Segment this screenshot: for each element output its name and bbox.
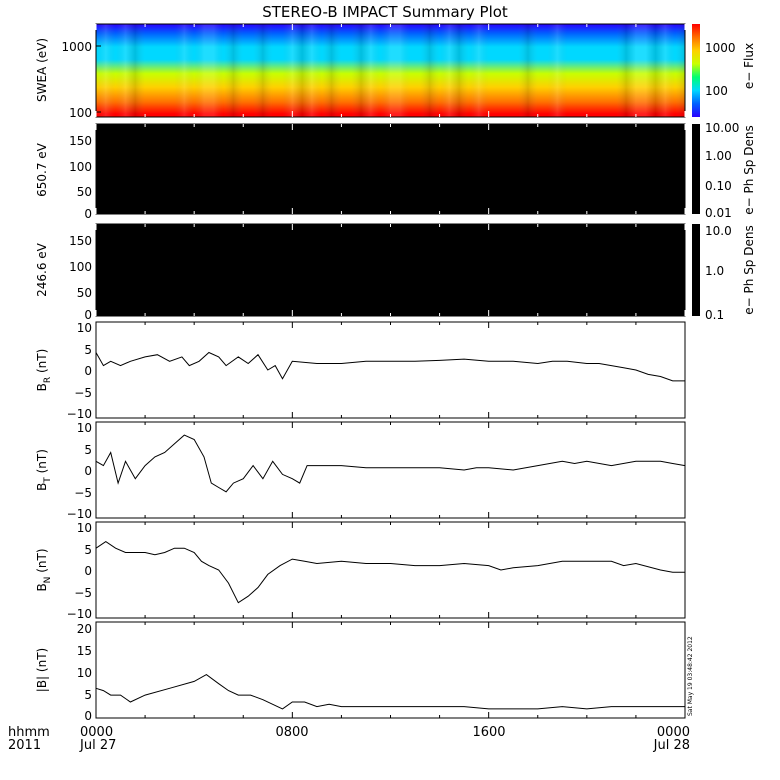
pad650-colorbar-label: e− Ph Sp Dens	[742, 125, 756, 214]
pad650-ytick-0: 0	[84, 207, 92, 221]
bt-line	[95, 434, 686, 493]
pad650-ytick-100: 100	[69, 160, 92, 174]
bt-ylabel: BT (nT)	[35, 449, 53, 491]
bt-ylabel-sub: T	[43, 477, 53, 484]
br-ytick-10: 10	[77, 321, 92, 335]
swea-texture	[96, 24, 685, 117]
br-ytick-0: 0	[84, 364, 92, 378]
time-axis-label-year: 2011	[8, 738, 41, 753]
flux-colorbar-tick-1000: 1000	[705, 41, 736, 55]
pad650-ytick-150: 150	[69, 134, 92, 148]
flux-colorbar-label: e− Flux	[742, 43, 756, 89]
br-ylabel: BR (nT)	[35, 349, 53, 392]
bt-yticks: 10 5 0 −5 −10	[67, 421, 92, 521]
flux-colorbar-tick-100: 100	[705, 84, 728, 98]
br-ylabel-main: B	[35, 383, 49, 391]
bt-ytick-m10: −10	[67, 507, 92, 521]
br-ytick-m10: −10	[67, 407, 92, 421]
bn-yticks: 10 5 0 −5 −10	[67, 521, 92, 621]
pad650-colorbar-tick-1: 1.00	[705, 149, 732, 163]
bmag-ylabel: |B| (nT)	[35, 648, 49, 692]
br-ytick-5: 5	[84, 343, 92, 357]
bn-ytick-0: 0	[84, 564, 92, 578]
bn-frame	[95, 521, 686, 619]
bt-ytick-m5: −5	[74, 486, 92, 500]
br-ytick-m5: −5	[74, 386, 92, 400]
bmag-ytick-15: 15	[77, 644, 92, 658]
plot-title: STEREO-B IMPACT Summary Plot	[262, 3, 508, 21]
time-axis-label-hhmm: hhmm	[8, 725, 50, 740]
bmag-line	[95, 674, 685, 710]
bmag-frame	[95, 621, 686, 719]
bt-ylabel-main: B	[35, 483, 49, 491]
time-tick-0800: 0800	[275, 725, 308, 740]
bt-panel: 10 5 0 −5 −10 BT (nT)	[35, 421, 686, 521]
pad246-panel: 150 100 50 0 246.6 eV 10.0 1.0 0.1 e− Ph…	[35, 223, 756, 322]
timestamp-label: Sat May 19 03:48:42 2012	[687, 636, 694, 716]
bt-ytick-0: 0	[84, 464, 92, 478]
time-tick-jul27: Jul 27	[79, 738, 116, 753]
pad650-colorbar	[692, 124, 700, 214]
pad246-colorbar-tick-10: 10.0	[705, 224, 732, 238]
bt-ylabel-unit: (nT)	[35, 449, 49, 477]
swea-ytick-1000: 1000	[61, 40, 92, 54]
swea-ylabel: SWEA (eV)	[35, 38, 49, 102]
bn-ylabel: BN (nT)	[35, 548, 53, 591]
time-tick-0000-end: 0000	[657, 725, 690, 740]
pad650-panel: 150 100 50 0 650.7 eV 10.00 1.00 0.10 0.…	[35, 121, 756, 221]
minor-ticks	[95, 24, 686, 718]
bn-panel: 10 5 0 −5 −10 BN (nT)	[35, 521, 686, 621]
time-tick-jul28: Jul 28	[653, 738, 690, 753]
bn-ylabel-unit: (nT)	[35, 548, 49, 576]
bn-ytick-m10: −10	[67, 607, 92, 621]
br-line	[95, 351, 685, 382]
time-tick-1600: 1600	[472, 725, 505, 740]
br-ylabel-sub: R	[43, 377, 53, 383]
pad650-ytick-50: 50	[77, 185, 92, 199]
br-ylabel-unit: (nT)	[35, 349, 49, 377]
pad246-ytick-100: 100	[69, 260, 92, 274]
pad246-ytick-50: 50	[77, 286, 92, 300]
pad246-colorbar-tick-0.1: 0.1	[705, 308, 724, 322]
time-tick-0000: 0000	[80, 725, 113, 740]
bn-ytick-5: 5	[84, 543, 92, 557]
bmag-ytick-0: 0	[84, 709, 92, 723]
pad246-spectrogram	[96, 224, 685, 316]
pad246-ylabel: 246.6 eV	[35, 242, 49, 297]
swea-ytick-100: 100	[69, 106, 92, 120]
bt-frame	[95, 421, 686, 519]
bn-line	[95, 540, 685, 604]
bn-ytick-m5: −5	[74, 586, 92, 600]
br-yticks: 10 5 0 −5 −10	[67, 321, 92, 421]
pad650-colorbar-tick-10: 10.00	[705, 121, 739, 135]
time-axis: hhmm 2011 0000 Jul 27 0800 1600 0000 Jul…	[8, 725, 690, 753]
bn-ytick-10: 10	[77, 521, 92, 535]
bn-ylabel-sub: N	[43, 577, 53, 584]
pad246-ytick-0: 0	[84, 308, 92, 322]
bn-ylabel-main: B	[35, 583, 49, 591]
bt-ytick-10: 10	[77, 421, 92, 435]
flux-colorbar	[692, 24, 700, 117]
bmag-yticks: 20 15 10 5 0	[77, 622, 92, 723]
pad650-spectrogram	[96, 124, 685, 214]
pad650-ylabel: 650.7 eV	[35, 142, 49, 197]
bmag-ytick-10: 10	[77, 666, 92, 680]
br-frame	[95, 321, 686, 419]
bt-ytick-5: 5	[84, 443, 92, 457]
pad650-colorbar-tick-0.1: 0.10	[705, 179, 732, 193]
pad246-colorbar-tick-1: 1.0	[705, 264, 724, 278]
pad650-colorbar-tick-0.01: 0.01	[705, 206, 732, 220]
bmag-ytick-20: 20	[77, 622, 92, 636]
pad246-colorbar	[692, 224, 700, 316]
swea-panel: 1000 100 SWEA (eV) 1000 100 e− Flux	[35, 23, 756, 120]
bmag-ytick-5: 5	[84, 688, 92, 702]
br-panel: 10 5 0 −5 −10 BR (nT)	[35, 321, 686, 421]
pad246-colorbar-label: e− Ph Sp Dens	[742, 225, 756, 314]
pad246-ytick-150: 150	[69, 234, 92, 248]
bmag-panel: 20 15 10 5 0 |B| (nT) Sat May 19 03:48:4…	[35, 621, 694, 723]
